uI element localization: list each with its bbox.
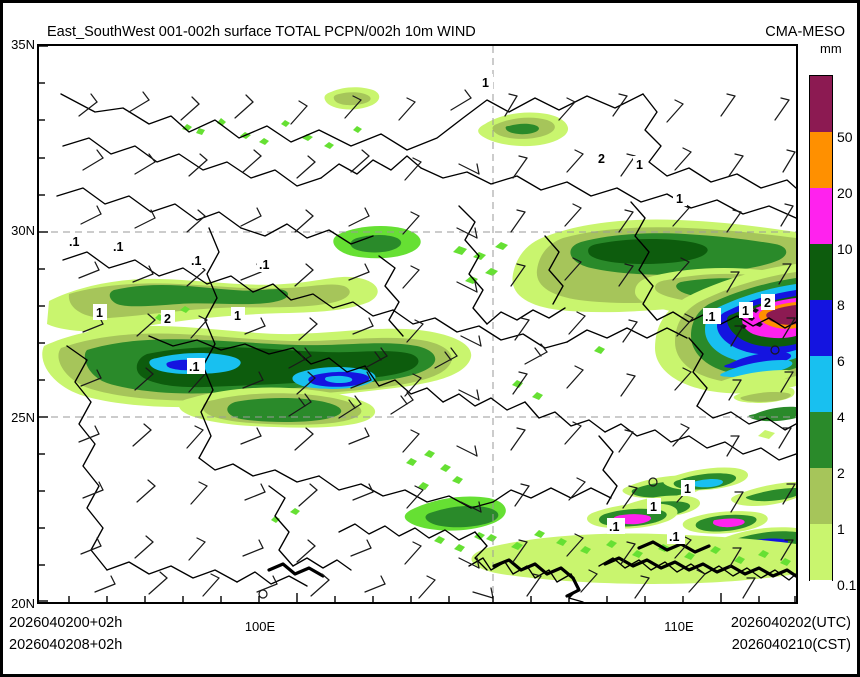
colorbar-tick-10: 10: [837, 241, 853, 257]
model-source-label: CMA-MESO: [765, 24, 845, 40]
ytick-label-30N: 30N: [11, 223, 35, 238]
colorbar-tick-50: 50: [837, 129, 853, 145]
colorbar-unit-label: mm: [820, 41, 842, 56]
ytick-label-25N: 25N: [11, 410, 35, 425]
map-plot-area[interactable]: .1 .1 .1 .1 1 2 .1 1 1 2 1 1 2 1 .1 1 1: [37, 44, 798, 604]
colorbar-segment-4-6: [810, 355, 832, 412]
colorbar-tick-4: 4: [837, 409, 845, 425]
colorbar-tick-6: 6: [837, 353, 845, 369]
colorbar-segment-6-8: [810, 299, 832, 356]
svg-text:1: 1: [684, 482, 691, 496]
colorbar-segment-0.1-1: [810, 523, 832, 580]
svg-text:1: 1: [742, 304, 749, 318]
footer-valid-time-cst: 2026040210(CST): [731, 637, 851, 653]
ytick-label-20N: 20N: [11, 596, 35, 611]
colorbar-segment-20-50: [810, 131, 832, 188]
svg-text:.1: .1: [705, 310, 715, 324]
colorbar-segment-10-20: [810, 187, 832, 244]
ytick-label-35N: 35N: [11, 37, 35, 52]
colorbar-segment-2-4: [810, 411, 832, 468]
svg-text:.1: .1: [609, 520, 619, 534]
xtick-label-100E: 100E: [244, 619, 276, 634]
svg-text:1: 1: [96, 306, 103, 320]
map-canvas: .1 .1 .1 .1 1 2 .1 1 1 2 1 1 2 1 .1 1 1: [39, 46, 796, 602]
footer-valid-time-utc: 2026040202(UTC): [730, 615, 851, 631]
svg-text:1: 1: [676, 192, 683, 206]
coastline-thick: [267, 540, 796, 598]
svg-text:2: 2: [164, 312, 171, 326]
lat-lon-gridlines: [39, 46, 796, 602]
colorbar-tick-1: 1: [837, 521, 845, 537]
footer-init-time-cst: 2026040208+02h: [9, 637, 123, 653]
svg-text:2: 2: [598, 152, 605, 166]
footer-init-time-utc: 2026040200+02h: [9, 615, 123, 631]
colorbar-tick-8: 8: [837, 297, 845, 313]
administrative-boundaries: [56, 93, 796, 602]
axis-ticks: [39, 46, 796, 602]
svg-text:1: 1: [234, 309, 241, 323]
colorbar-segment-1-2: [810, 467, 832, 524]
contour-value-labels: .1 .1 .1 .1 1 2 .1 1 1 2 1 1 2 1 .1 1 1: [67, 74, 775, 544]
precip-right-midlat: [733, 387, 796, 439]
xtick-label-110E: 110E: [664, 619, 694, 634]
svg-text:.1: .1: [113, 240, 123, 254]
colorbar-tick-2: 2: [837, 465, 845, 481]
colorbar-tick-20: 20: [837, 185, 853, 201]
colorbar-segment-above-50: [810, 76, 832, 132]
svg-text:.1: .1: [259, 258, 269, 272]
page-title: East_SouthWest 001-002h surface TOTAL PC…: [47, 24, 476, 40]
svg-text:1: 1: [636, 158, 643, 172]
colorbar-segment-8-10: [810, 243, 832, 300]
svg-text:1: 1: [650, 500, 657, 514]
svg-text:.1: .1: [191, 254, 201, 268]
precip-top-center: [324, 87, 569, 147]
svg-text:.1: .1: [69, 235, 79, 249]
colorbar[interactable]: [809, 75, 833, 636]
svg-text:.1: .1: [669, 530, 679, 544]
svg-text:1: 1: [482, 76, 489, 90]
colorbar-segment-below-0.1: [810, 579, 832, 636]
svg-text:2: 2: [764, 296, 771, 310]
svg-text:.1: .1: [189, 360, 199, 374]
colorbar-tick-0.1: 0.1: [837, 577, 857, 593]
